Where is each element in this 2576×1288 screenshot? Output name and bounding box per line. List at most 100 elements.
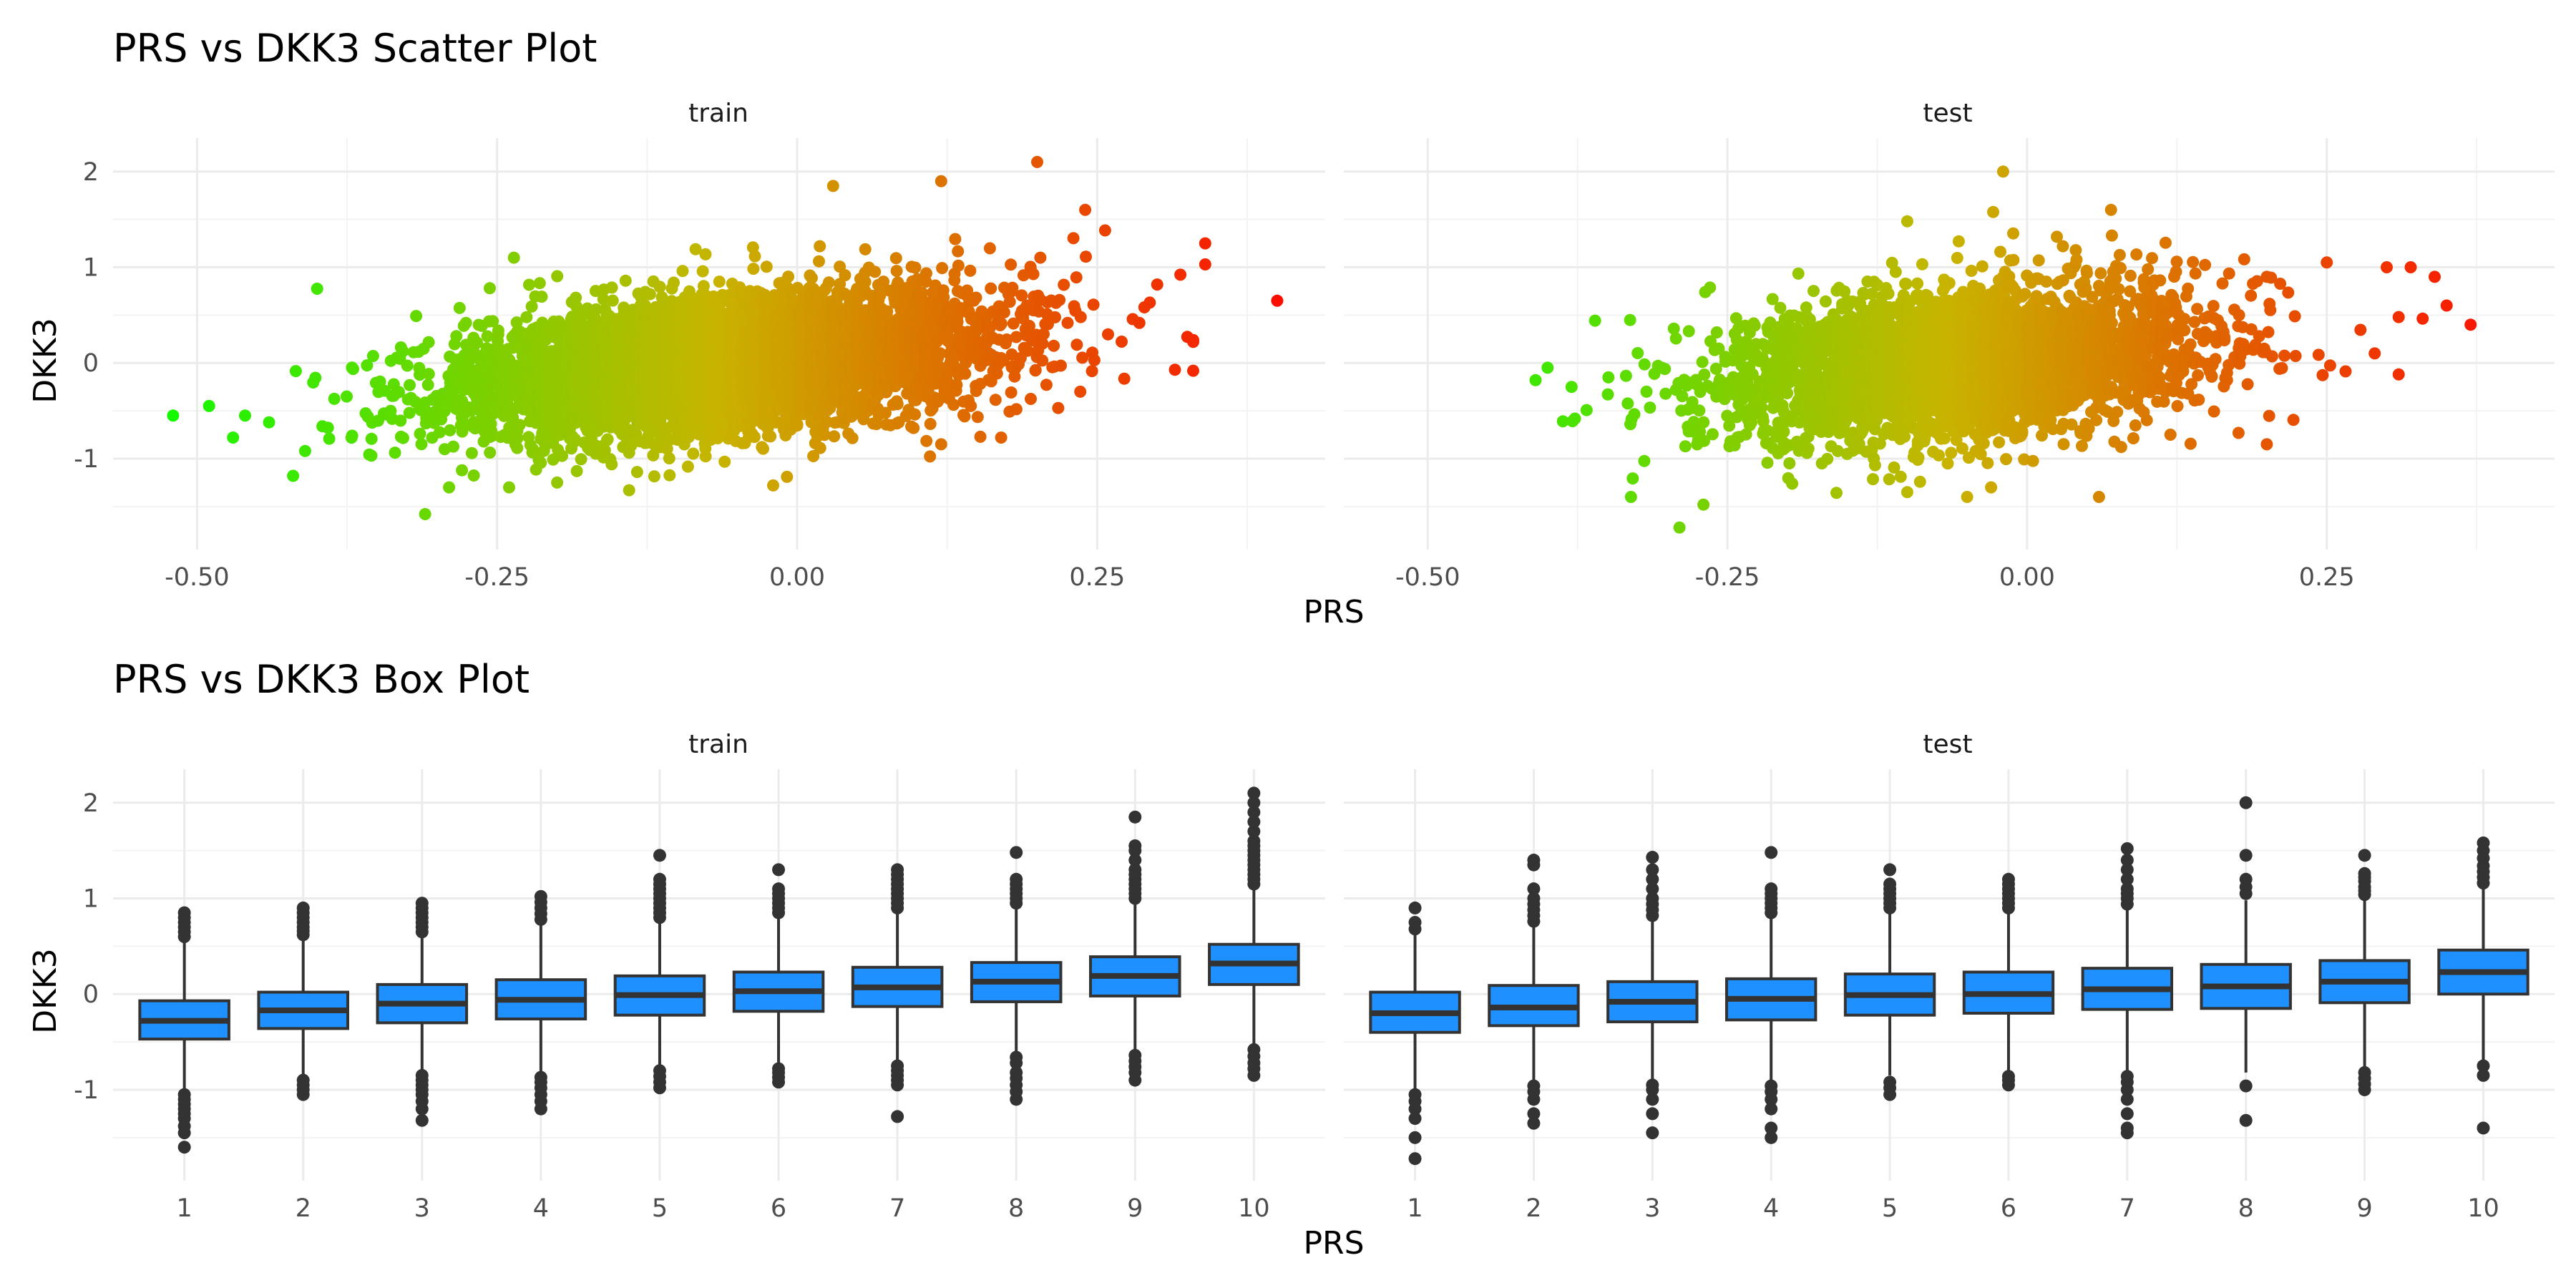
scatter-point [909, 261, 922, 274]
scatter-point [846, 431, 859, 444]
scatter-point [859, 243, 872, 255]
scatter-point [361, 359, 374, 372]
scatter-point [859, 275, 872, 288]
scatter-point [890, 265, 903, 278]
scatter-point [924, 418, 937, 430]
scatter-point [484, 447, 497, 459]
scatter-panel-train [113, 138, 1325, 550]
scatter-point [341, 390, 353, 403]
scatter-point [414, 369, 426, 381]
scatter-point [889, 252, 902, 265]
scatter-point [374, 375, 386, 388]
scatter-point [920, 267, 932, 280]
scatter-point [806, 272, 818, 284]
scatter-point [366, 350, 379, 362]
scatter-point [393, 386, 405, 399]
scatter-point [668, 276, 680, 289]
scatter-title: PRS vs DKK3 Scatter Plot [113, 26, 597, 71]
scatter-point [513, 419, 526, 431]
scatter-point [471, 336, 483, 349]
scatter-point [757, 442, 769, 455]
scatter-point [598, 444, 611, 457]
scatter-point [907, 421, 920, 434]
scatter-point [323, 432, 336, 445]
scatter-point [909, 408, 922, 421]
scatter-point [511, 441, 524, 454]
scatter-point [619, 274, 632, 287]
scatter-point [404, 379, 416, 391]
scatter-point [605, 458, 618, 471]
scatter-point [487, 315, 499, 328]
scatter-point [484, 282, 496, 295]
scatter-point [523, 278, 535, 291]
scatter-point [396, 345, 409, 358]
scatter-point [839, 269, 852, 282]
scatter-point [699, 248, 712, 260]
scatter-point [289, 365, 302, 378]
scatter-point [309, 371, 322, 384]
scatter-point [764, 430, 777, 443]
scatter-point [687, 447, 700, 460]
scatter-point [414, 427, 426, 440]
scatter-point [676, 265, 689, 278]
scatter-point [814, 240, 826, 253]
scatter-point [648, 470, 660, 483]
scatter-point [467, 469, 480, 482]
scatter-point [760, 260, 773, 273]
scatter-point [653, 280, 666, 293]
scatter-point [481, 330, 494, 343]
scatter-point [525, 300, 538, 313]
scatter-point [422, 336, 435, 348]
scatter-point [828, 430, 841, 443]
scatter-point [321, 421, 334, 434]
scatter-point [396, 431, 409, 444]
scatter-point [782, 270, 795, 283]
scatter-point [447, 440, 459, 453]
scatter-point [533, 277, 546, 290]
scatter-point [663, 452, 675, 464]
scatter-point [869, 265, 882, 278]
scatter-point [507, 251, 520, 264]
scatter-point [663, 469, 676, 482]
scatter-point [389, 447, 401, 459]
scatter-point [520, 311, 533, 323]
scatter-point [434, 426, 446, 439]
scatter-point [365, 449, 378, 462]
scatter-point [510, 316, 523, 329]
scatter-point [492, 324, 504, 337]
scatter-point-cloud [289, 224, 1199, 483]
scatter-point [556, 449, 568, 462]
scatter-point [936, 262, 949, 275]
scatter-strip-test: test [1923, 99, 1972, 128]
scatter-point [630, 466, 643, 479]
scatter-point [421, 379, 434, 391]
scatter-point [535, 457, 547, 469]
scatter-point [570, 464, 583, 477]
scatter-point [748, 431, 761, 444]
scatter-point [590, 303, 602, 316]
scatter-point [605, 281, 618, 294]
scatter-point [597, 293, 610, 306]
scatter-point [403, 406, 416, 419]
scatter-point [422, 368, 435, 381]
scatter-point [822, 276, 835, 289]
scatter-point [891, 398, 904, 411]
scatter-point [465, 447, 478, 459]
scatter-point [456, 464, 469, 477]
scatter-point [444, 424, 457, 436]
scatter-point [747, 263, 760, 275]
scatter-point [453, 301, 466, 314]
scatter-point [365, 432, 378, 445]
scatter-point [410, 310, 423, 323]
scatter-point [748, 250, 761, 263]
scatter-point [920, 434, 933, 447]
scatter-point [459, 316, 472, 329]
scatter-point [394, 414, 407, 427]
scatter-point [551, 270, 564, 283]
scatter-point [813, 255, 825, 268]
scatter-point [401, 359, 414, 372]
scatter-point [347, 363, 359, 376]
scatter-point [643, 288, 656, 301]
scatter-point [718, 455, 731, 468]
